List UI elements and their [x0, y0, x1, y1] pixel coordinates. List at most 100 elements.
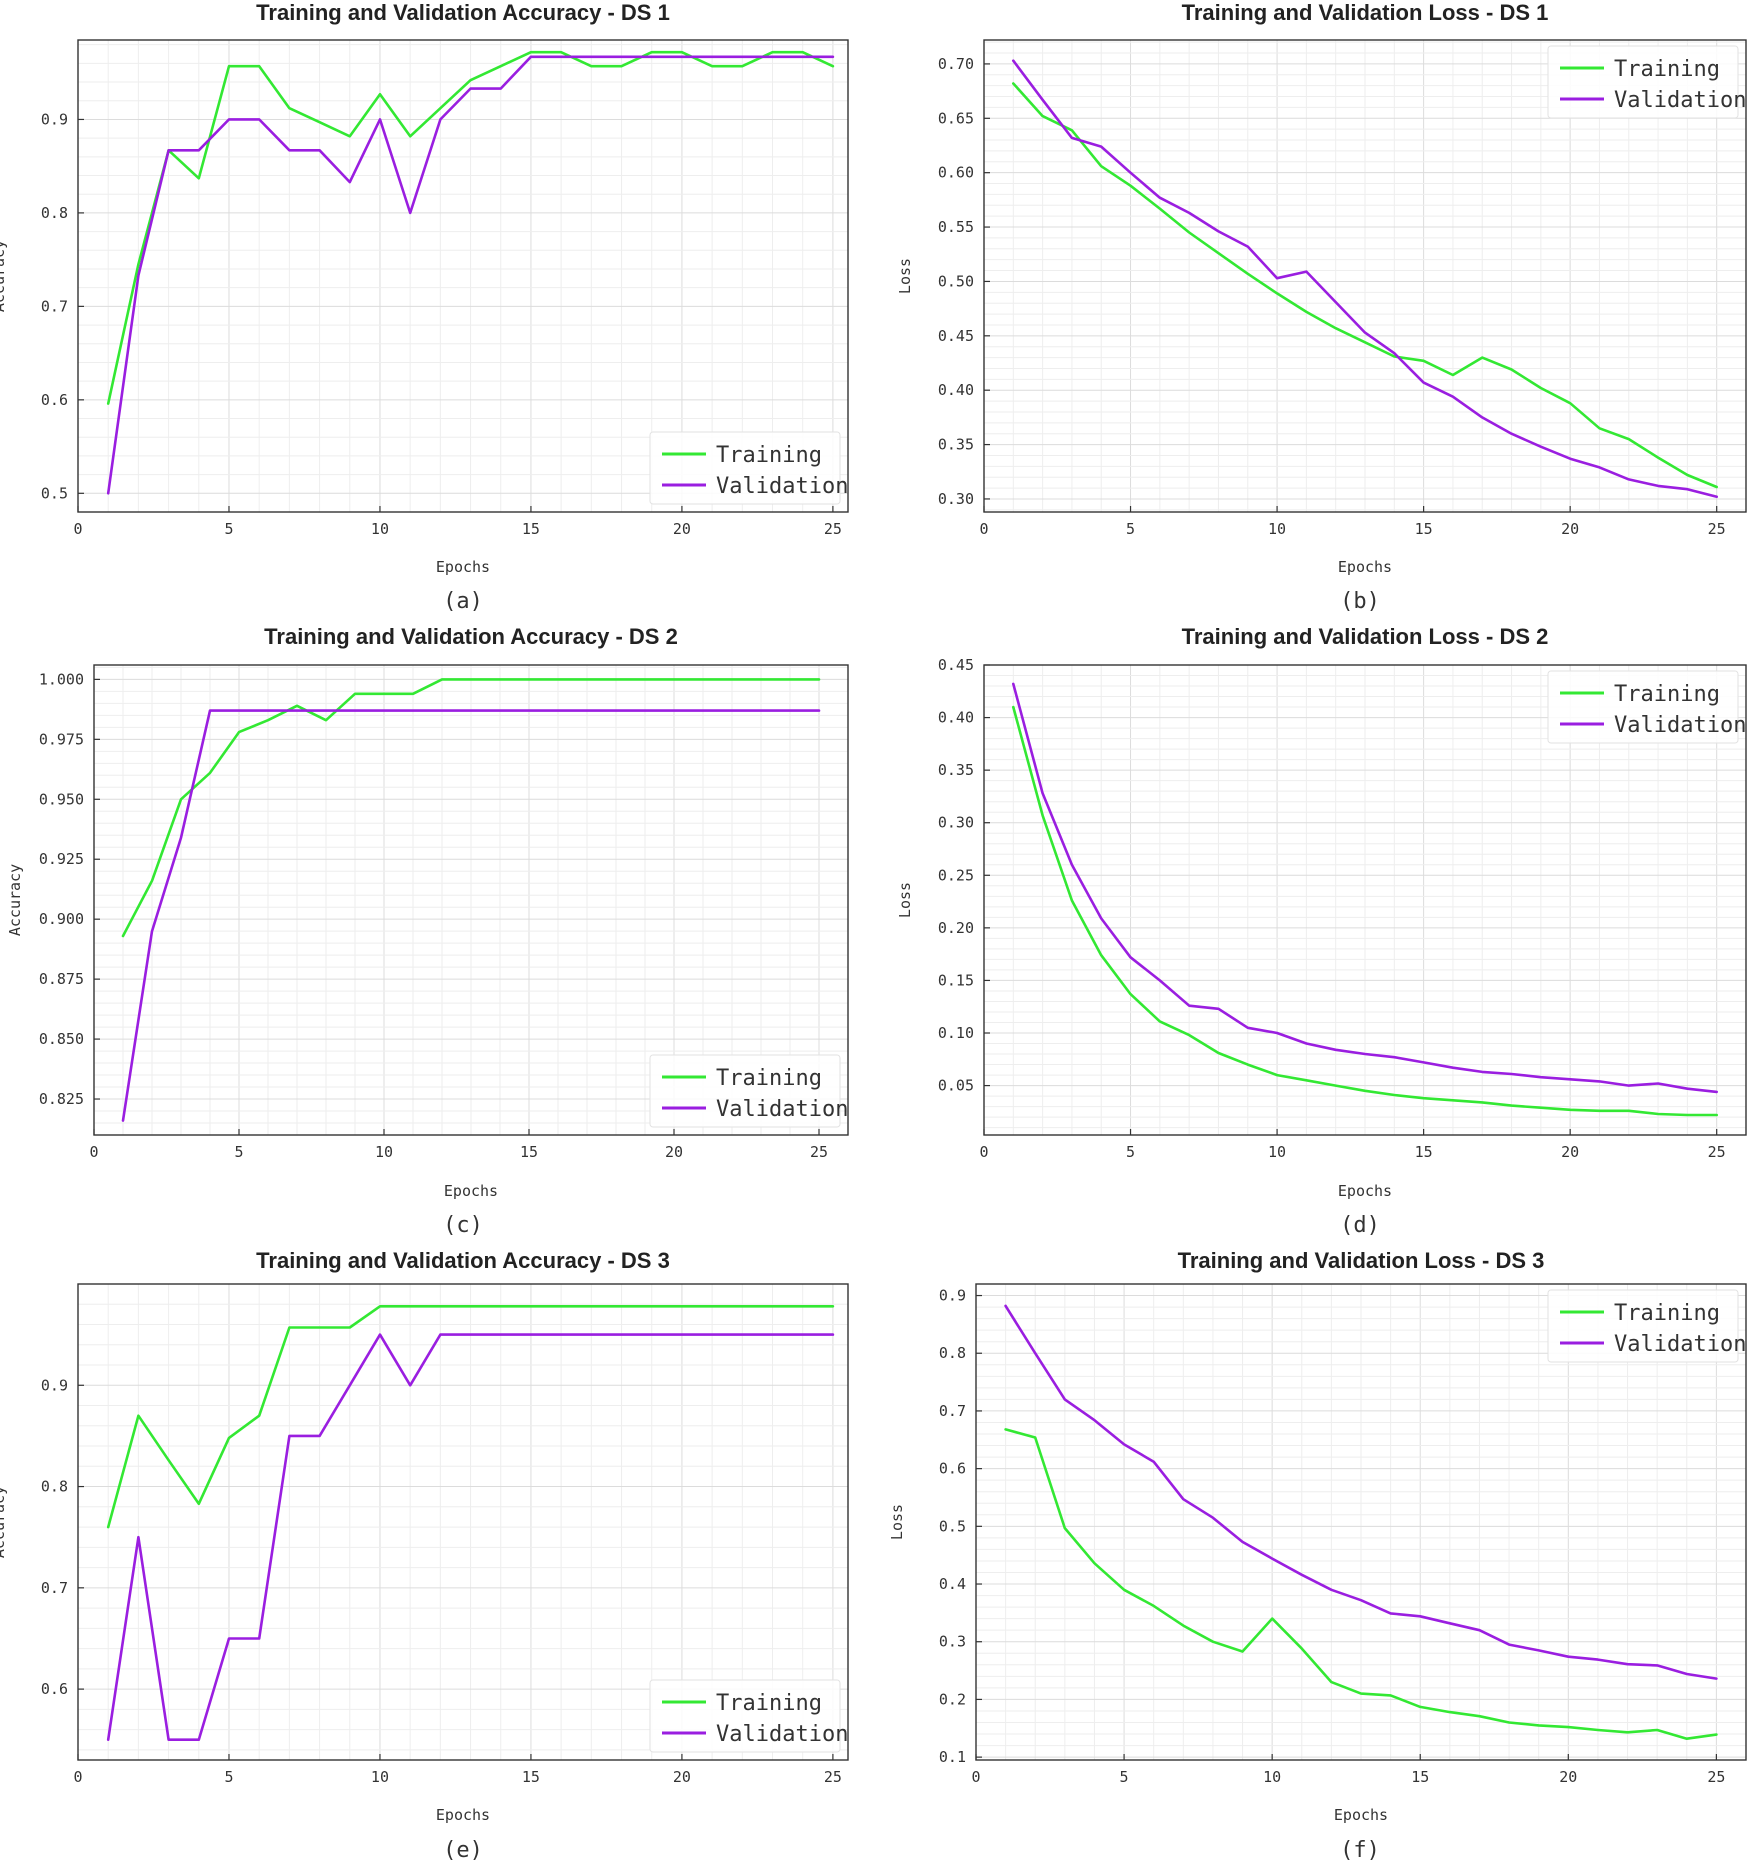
series-line-training — [121, 678, 821, 938]
x-tick-label: 25 — [1708, 1143, 1726, 1161]
x-tick-label: 20 — [665, 1143, 683, 1161]
x-tick-label: 10 — [375, 1143, 393, 1161]
legend-label: Training — [716, 443, 822, 468]
panel-caption: (d) — [1340, 1213, 1380, 1238]
legend-label: Training — [716, 1066, 822, 1091]
x-tick-label: 10 — [1268, 1143, 1286, 1161]
legend-label: Training — [1614, 57, 1720, 82]
legend: Training Validation — [1547, 670, 1746, 744]
panel-caption: (e) — [443, 1838, 483, 1862]
legend-label: Validation — [716, 474, 848, 499]
x-axis-label: Epochs — [1338, 1182, 1392, 1200]
y-tick-label: 0.5 — [939, 1517, 966, 1535]
y-tick-label: 0.975 — [39, 730, 84, 748]
x-tick-label: 0 — [979, 520, 988, 538]
legend: Training Validation — [649, 431, 848, 505]
y-tick-label: 1.000 — [39, 670, 84, 688]
x-tick-label: 10 — [371, 520, 389, 538]
y-tick-label: 0.6 — [41, 1680, 68, 1698]
grid — [983, 664, 1747, 1135]
x-axis-label: Epochs — [1338, 558, 1392, 576]
series-line-training — [1011, 705, 1718, 1117]
y-tick-label: 0.35 — [938, 761, 974, 779]
x-tick-label: 0 — [971, 1768, 980, 1786]
x-tick-label: 5 — [224, 1768, 233, 1786]
y-tick-label: 0.7 — [41, 297, 68, 315]
legend: Training Validation — [649, 1679, 848, 1753]
y-tick-label: 0.9 — [41, 1376, 68, 1394]
chart-title: Training and Validation Loss - DS 1 — [1182, 0, 1549, 25]
chart-panel-4: 0 5 10 15 20 25 0.05 0.10 0.15 0.20 0.25 0.30 0.35 0.… — [896, 624, 1747, 1238]
y-tick-label: 0.70 — [938, 55, 974, 73]
legend-label: Validation — [1614, 1332, 1746, 1357]
y-tick-label: 0.15 — [938, 971, 974, 989]
y-tick-label: 0.875 — [39, 970, 84, 988]
y-tick-label: 0.9 — [41, 110, 68, 128]
y-tick-label: 0.55 — [938, 218, 974, 236]
grid — [975, 1283, 1747, 1760]
panel-caption: (b) — [1340, 589, 1380, 614]
x-tick-label: 15 — [1411, 1768, 1429, 1786]
y-axis-label: Accuracy — [0, 240, 8, 312]
y-tick-label: 0.850 — [39, 1030, 84, 1048]
y-tick-label: 0.825 — [39, 1090, 84, 1108]
y-tick-label: 0.925 — [39, 850, 84, 868]
plot-frame — [983, 664, 1747, 1136]
y-tick-label: 0.7 — [41, 1579, 68, 1597]
chart-title: Training and Validation Loss - DS 2 — [1182, 624, 1549, 649]
x-tick-label: 5 — [1120, 1768, 1129, 1786]
y-tick-label: 0.25 — [938, 866, 974, 884]
chart-panel-3: 0 5 10 15 20 25 0.825 0.850 0.875 0.900 0.925 0.950… — [6, 624, 849, 1238]
x-tick-label: 0 — [979, 1143, 988, 1161]
legend-label: Validation — [716, 1097, 848, 1122]
y-tick-label: 0.3 — [939, 1633, 966, 1651]
y-tick-label: 0.900 — [39, 910, 84, 928]
chart-panel-2: 0 5 10 15 20 25 0.30 0.35 0.40 0.45 0.50 0.55 0.60 0.… — [896, 0, 1747, 614]
x-tick-label: 20 — [673, 1768, 691, 1786]
y-tick-label: 0.950 — [39, 790, 84, 808]
chart-title: Training and Validation Loss - DS 3 — [1178, 1248, 1545, 1273]
y-tick-label: 0.30 — [938, 814, 974, 832]
y-tick-label: 0.8 — [41, 204, 68, 222]
series-line-validation — [1011, 682, 1718, 1094]
x-tick-label: 25 — [824, 520, 842, 538]
y-tick-label: 0.50 — [938, 272, 974, 290]
x-tick-label: 15 — [520, 1143, 538, 1161]
x-tick-label: 15 — [1415, 1143, 1433, 1161]
plot-frame — [77, 39, 849, 513]
y-tick-label: 0.10 — [938, 1024, 974, 1042]
legend: Training Validation — [649, 1054, 848, 1128]
y-tick-label: 0.35 — [938, 436, 974, 454]
legend-label: Validation — [1614, 713, 1746, 738]
x-axis-label: Epochs — [436, 558, 490, 576]
y-tick-label: 0.05 — [938, 1077, 974, 1095]
legend-label: Training — [716, 1691, 822, 1716]
legend: Training Validation — [1547, 45, 1746, 119]
y-tick-label: 0.8 — [939, 1344, 966, 1362]
panel-caption: (c) — [443, 1213, 483, 1238]
y-tick-label: 0.65 — [938, 109, 974, 127]
x-tick-label: 5 — [224, 520, 233, 538]
chart-title: Training and Validation Accuracy - DS 3 — [256, 1248, 670, 1273]
y-axis-label: Loss — [888, 1504, 906, 1540]
series-line-training — [1004, 1428, 1718, 1740]
x-tick-label: 10 — [371, 1768, 389, 1786]
x-tick-label: 20 — [1559, 1768, 1577, 1786]
x-tick-label: 15 — [1415, 520, 1433, 538]
plot-frame — [93, 664, 849, 1136]
series-line-validation — [121, 709, 821, 1122]
y-tick-label: 0.2 — [939, 1690, 966, 1708]
x-tick-label: 25 — [810, 1143, 828, 1161]
x-tick-label: 0 — [89, 1143, 98, 1161]
legend: Training Validation — [1547, 1289, 1746, 1363]
legend-label: Validation — [1614, 88, 1746, 113]
x-tick-label: 15 — [522, 520, 540, 538]
x-tick-label: 5 — [234, 1143, 243, 1161]
x-tick-label: 25 — [1708, 520, 1726, 538]
y-tick-label: 0.60 — [938, 164, 974, 182]
x-axis-label: Epochs — [1334, 1806, 1388, 1824]
y-tick-label: 0.30 — [938, 490, 974, 508]
y-axis-label: Accuracy — [0, 1486, 8, 1558]
y-tick-label: 0.40 — [938, 381, 974, 399]
